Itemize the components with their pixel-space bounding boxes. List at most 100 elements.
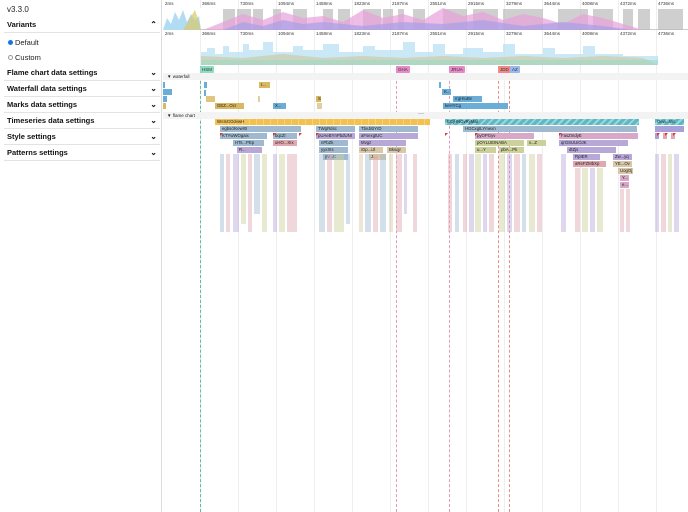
waterfall-item[interactable]: rrgHtuBv bbox=[453, 96, 483, 102]
tick-label: 2551ms bbox=[430, 31, 447, 36]
flame-node[interactable]: HTs...PEp bbox=[233, 140, 265, 146]
waterfall-item[interactable]: keHYCg bbox=[443, 103, 509, 109]
chevron-down-icon: ⌄ bbox=[150, 100, 157, 109]
chevron-up-icon: ⌃ bbox=[150, 20, 157, 29]
tick-label: 2ms bbox=[165, 31, 174, 36]
flame-node[interactable]: HGCxgtLYmexn bbox=[463, 126, 638, 132]
tick-label: 1458ms bbox=[316, 1, 333, 6]
tick-label: 4372ms bbox=[620, 31, 637, 36]
flame-node[interactable]: pOYLUEINABA bbox=[475, 140, 525, 146]
mark-gha[interactable]: GHA bbox=[396, 66, 410, 73]
flame-node[interactable]: ECjHNGvRyMal bbox=[445, 119, 640, 125]
flame-chart-settings-section[interactable]: Flame chart data settings ⌄ bbox=[4, 65, 160, 81]
timeseries-settings-section[interactable]: Timeseries data settings ⌄ bbox=[4, 113, 160, 129]
waterfall-toggle[interactable]: ▼ waterfall bbox=[163, 73, 688, 80]
tick-label: 1458ms bbox=[316, 31, 333, 36]
tick-label: 2915ms bbox=[468, 31, 485, 36]
radio-selected-icon bbox=[8, 40, 13, 45]
flame-node[interactable]: R... bbox=[237, 147, 263, 153]
section-label: Style settings bbox=[7, 132, 56, 141]
flame-node[interactable]: uHO...XIx bbox=[273, 140, 298, 146]
tick-label: 4372ms bbox=[620, 1, 637, 6]
flame-node[interactable]: nPbZk bbox=[319, 140, 349, 146]
variant-default-label: Default bbox=[15, 38, 39, 47]
tick-label: 2551ms bbox=[430, 1, 447, 6]
tick-label: 1094ms bbox=[278, 1, 295, 6]
flame-node[interactable]: FasZmdyE bbox=[559, 133, 639, 139]
flame-node[interactable]: dtZjs bbox=[567, 147, 617, 153]
flame-header-label: flame chart bbox=[172, 113, 195, 118]
chevron-down-icon: ⌄ bbox=[150, 148, 157, 157]
flame-node[interactable]: yyxXIs bbox=[319, 147, 349, 153]
waterfall-item[interactable]: X... bbox=[273, 103, 287, 109]
flame-node[interactable]: Mvgz bbox=[359, 140, 407, 146]
tick-label: 4736ms bbox=[658, 31, 675, 36]
tick-label: 2915ms bbox=[468, 1, 485, 6]
flame-node[interactable]: KTYwWOgaix bbox=[220, 133, 268, 139]
flame-node[interactable]: YE...Ov bbox=[613, 161, 633, 167]
flame-node[interactable]: egbsclKewrB bbox=[220, 126, 302, 132]
tick-label: 2187ms bbox=[392, 1, 409, 6]
flame-node[interactable]: iGp...iJl bbox=[359, 147, 384, 153]
variants-title: Variants bbox=[7, 20, 37, 29]
flame-node[interactable]: RpIER bbox=[573, 154, 601, 160]
marks-settings-section[interactable]: Marks data settings ⌄ bbox=[4, 97, 160, 113]
flame-node[interactable]: TbvJiBYrD bbox=[359, 126, 419, 132]
flame-node[interactable]: v...Z bbox=[527, 140, 547, 146]
tick-label: 3644ms bbox=[544, 1, 561, 6]
tick-label: 730ms bbox=[240, 31, 254, 36]
waterfall-header-label: waterfall bbox=[172, 74, 190, 79]
mark-jdd[interactable]: JDD bbox=[498, 66, 511, 73]
variants-section-header[interactable]: Variants ⌃ bbox=[4, 17, 160, 33]
flame-node[interactable]: Y... bbox=[620, 175, 630, 181]
more-icon[interactable]: ··· bbox=[418, 111, 424, 117]
waterfall-item[interactable]: K... bbox=[442, 89, 452, 95]
style-settings-section[interactable]: Style settings ⌄ bbox=[4, 129, 160, 145]
flame-node[interactable]: u...Y bbox=[475, 147, 497, 153]
mark-jrua[interactable]: JRUA bbox=[449, 66, 465, 73]
chevron-down-icon: ⌄ bbox=[150, 132, 157, 141]
flame-node[interactable]: e... bbox=[620, 182, 630, 188]
tick-label: 3279ms bbox=[506, 31, 523, 36]
section-label: Marks data settings bbox=[7, 100, 78, 109]
flame-node[interactable]: Zw...yq bbox=[613, 154, 633, 160]
tick-label: 4008ms bbox=[582, 31, 599, 36]
variant-custom-radio[interactable]: Custom bbox=[8, 53, 41, 62]
flame-node[interactable]: qrGSUUiOJK bbox=[559, 140, 629, 146]
overview-minimap[interactable]: 2ms 366ms 730ms 1094ms 1458ms 1823ms 218… bbox=[163, 0, 688, 30]
flame-deep-stacks bbox=[220, 154, 679, 232]
tick-label: 4736ms bbox=[658, 1, 675, 6]
flame-node[interactable]: pbA...Pk bbox=[499, 147, 525, 153]
flame-node[interactable]: WnIsGOdvwH bbox=[215, 119, 431, 125]
waterfall-item[interactable]: I... bbox=[259, 82, 271, 88]
tick-label: 3644ms bbox=[544, 31, 561, 36]
variant-default-radio[interactable]: Default bbox=[8, 38, 39, 47]
waterfall-item[interactable]: S... bbox=[316, 96, 322, 102]
timeseries-area: 2ms 366ms 730ms 1094ms 1458ms 1823ms 218… bbox=[163, 30, 688, 65]
waterfall-item[interactable]: GEZ...Ocr bbox=[215, 103, 245, 109]
variant-custom-label: Custom bbox=[15, 53, 41, 62]
flame-chart-toggle[interactable]: ▼ flame chart ··· bbox=[163, 111, 688, 119]
flame-node[interactable]: aFsexgtUC bbox=[359, 133, 419, 139]
tick-label: 366ms bbox=[202, 1, 216, 6]
flame-node[interactable]: aReFZMbXp bbox=[573, 161, 607, 167]
chevron-down-icon: ⌄ bbox=[150, 68, 157, 77]
mark-az[interactable]: AZ bbox=[510, 66, 520, 73]
flame-chart-canvas[interactable]: 2ms 366ms 730ms 1094ms 1458ms 1823ms 218… bbox=[163, 0, 688, 512]
mark-hsm[interactable]: HSM bbox=[200, 66, 214, 73]
flame-node[interactable]: UogOj bbox=[618, 168, 634, 174]
waterfall-settings-section[interactable]: Waterfall data settings ⌄ bbox=[4, 81, 160, 97]
flame-node[interactable]: J... bbox=[369, 154, 387, 160]
section-label: Waterfall data settings bbox=[7, 84, 87, 93]
flame-node[interactable]: Bksqjr bbox=[387, 147, 407, 153]
flame-node[interactable]: yV...C bbox=[323, 154, 349, 160]
flame-node[interactable]: Oew...Wc bbox=[655, 119, 685, 125]
tick-label: 2187ms bbox=[392, 31, 409, 36]
patterns-settings-section[interactable]: Patterns settings ⌄ bbox=[4, 145, 160, 161]
flame-node[interactable]: pUAeBYnPbdUNI bbox=[316, 133, 356, 139]
tick-label: 366ms bbox=[202, 31, 216, 36]
flame-node[interactable]: TWgRdsc bbox=[316, 126, 356, 132]
flame-node[interactable]: bqcZl bbox=[273, 133, 298, 139]
section-label: Patterns settings bbox=[7, 148, 68, 157]
flame-node[interactable]: pyOPGyv bbox=[475, 133, 535, 139]
